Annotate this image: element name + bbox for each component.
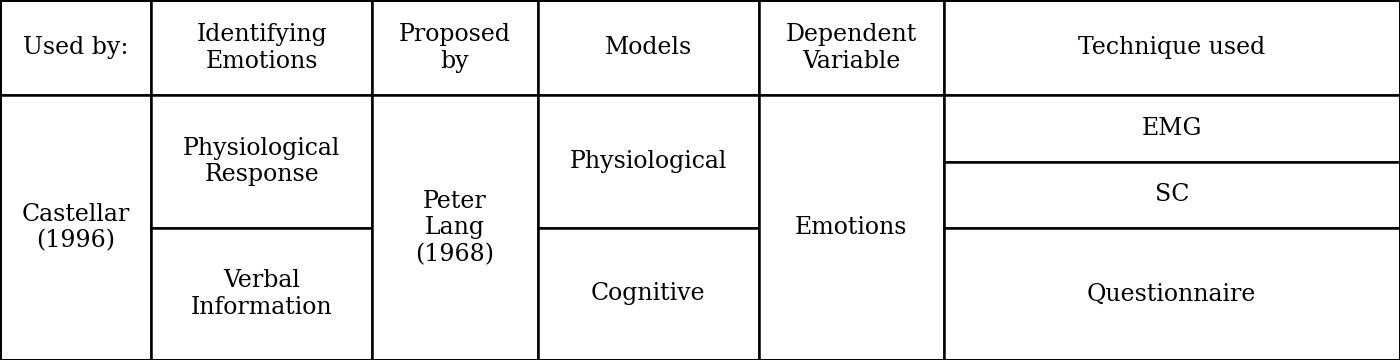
Bar: [372, 0, 538, 95]
Text: Castellar
(1996): Castellar (1996): [21, 203, 130, 252]
Text: EMG: EMG: [1141, 117, 1203, 140]
Bar: [944, 0, 1400, 95]
Text: Identifying
Emotions: Identifying Emotions: [196, 23, 328, 72]
Text: Dependent
Variable: Dependent Variable: [785, 23, 917, 72]
Bar: [944, 162, 1400, 228]
Bar: [538, 95, 759, 228]
Text: Physiological: Physiological: [570, 150, 727, 173]
Text: Technique used: Technique used: [1078, 36, 1266, 59]
Text: Physiological
Response: Physiological Response: [183, 137, 340, 186]
Bar: [538, 0, 759, 95]
Text: Peter
Lang
(1968): Peter Lang (1968): [416, 190, 494, 266]
Text: Proposed
by: Proposed by: [399, 23, 511, 72]
Bar: [538, 228, 759, 360]
Text: SC: SC: [1155, 183, 1189, 206]
Bar: [372, 95, 538, 360]
Bar: [944, 228, 1400, 360]
Bar: [759, 0, 944, 95]
Text: Emotions: Emotions: [795, 216, 907, 239]
Bar: [0, 95, 151, 360]
Text: Verbal
Information: Verbal Information: [190, 269, 333, 319]
Text: Questionnaire: Questionnaire: [1088, 282, 1256, 305]
Bar: [151, 95, 372, 228]
Text: Cognitive: Cognitive: [591, 282, 706, 305]
Bar: [944, 95, 1400, 162]
Bar: [151, 0, 372, 95]
Text: Models: Models: [605, 36, 692, 59]
Bar: [759, 95, 944, 360]
Bar: [0, 0, 151, 95]
Bar: [151, 228, 372, 360]
Text: Used by:: Used by:: [22, 36, 129, 59]
